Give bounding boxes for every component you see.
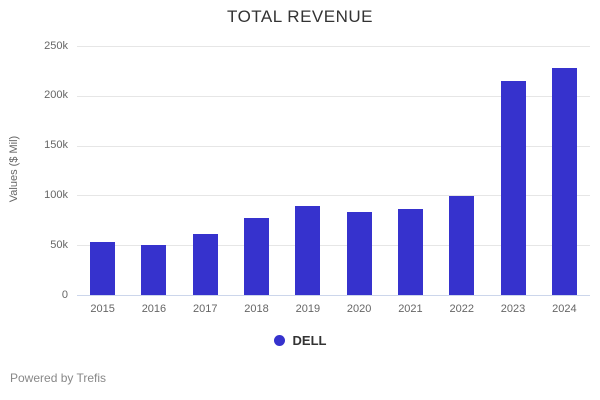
bar-2020[interactable] — [346, 211, 372, 295]
bar-2022[interactable] — [449, 195, 475, 295]
bar-2016[interactable] — [141, 244, 167, 295]
powered-by-trefis: Powered by Trefis — [10, 371, 107, 385]
legend-item-dell[interactable]: DELL — [292, 333, 327, 348]
bar-2015[interactable] — [90, 241, 116, 295]
y-tick-label: 250k — [44, 39, 68, 52]
y-tick-label: 150k — [44, 139, 68, 152]
bar-2021[interactable] — [397, 209, 423, 295]
gridline — [77, 245, 590, 247]
x-axis-label: 2021 — [398, 303, 423, 315]
bar-2023[interactable] — [500, 81, 526, 295]
x-axis-label: 2024 — [552, 303, 577, 315]
y-tick-label: 0 — [61, 288, 68, 301]
legend-marker-icon — [273, 335, 285, 346]
gridline — [77, 195, 590, 197]
legend: DELL — [0, 333, 600, 348]
gridline — [77, 145, 590, 147]
x-axis-label: 2020 — [346, 303, 372, 315]
x-axis-label: 2015 — [90, 303, 115, 315]
gridline — [77, 95, 590, 97]
x-axis-line — [77, 295, 590, 296]
x-axis-label: 2016 — [141, 303, 167, 315]
x-axis-label: 2023 — [500, 303, 526, 315]
x-axis-label: 2017 — [193, 303, 218, 315]
bar-2018[interactable] — [244, 217, 270, 295]
bar-2024[interactable] — [551, 67, 577, 295]
y-tick-label: 100k — [44, 188, 68, 201]
x-axis-label: 2019 — [295, 303, 321, 315]
bar-2017[interactable] — [192, 234, 218, 295]
bar-2019[interactable] — [295, 205, 321, 295]
y-axis-title: Values ($ Mil) — [8, 135, 20, 203]
y-tick-label: 50k — [50, 238, 68, 251]
x-axis-label: 2018 — [244, 303, 269, 315]
x-axis-label: 2022 — [449, 303, 474, 315]
y-tick-label: 200k — [44, 89, 68, 102]
gridline — [77, 46, 590, 47]
chart-title: TOTAL REVENUE — [227, 7, 373, 26]
